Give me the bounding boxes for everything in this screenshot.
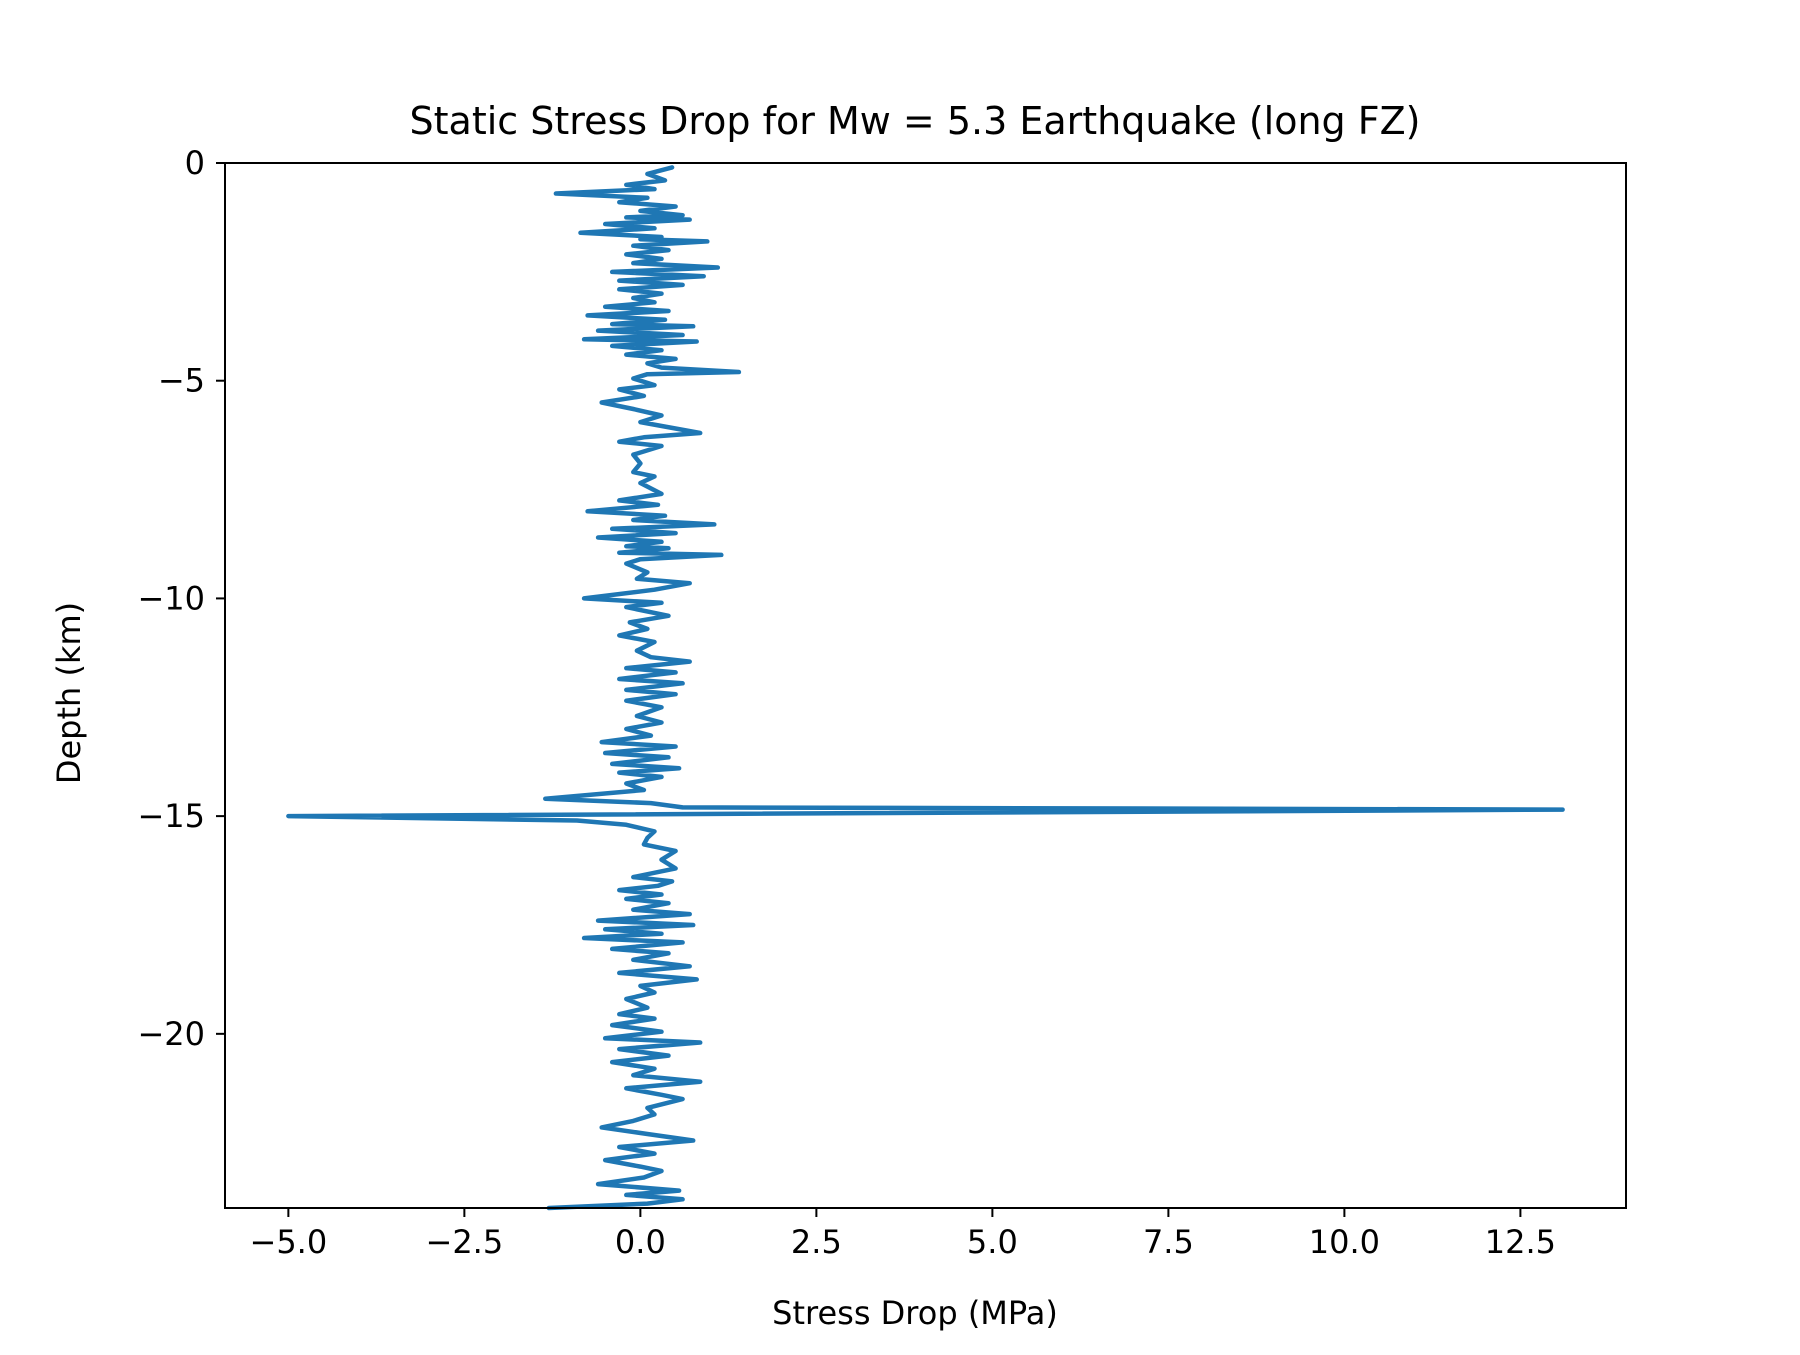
y-tick-label: −5 bbox=[158, 362, 205, 400]
x-tick-label: 7.5 bbox=[1143, 1223, 1194, 1261]
x-tick-label: 0.0 bbox=[615, 1223, 666, 1261]
y-axis-label: Depth (km) bbox=[50, 602, 88, 784]
y-ticks: 0 −5 −10 −15 −20 bbox=[137, 144, 225, 1053]
y-tick-label: −15 bbox=[137, 797, 205, 835]
y-tick-label: −10 bbox=[137, 579, 205, 617]
chart-title: Static Stress Drop for Mw = 5.3 Earthqua… bbox=[410, 99, 1421, 143]
x-tick-label: 12.5 bbox=[1485, 1223, 1556, 1261]
x-tick-label: 2.5 bbox=[791, 1223, 842, 1261]
x-ticks: −5.0 −2.5 0.0 2.5 5.0 7.5 10.0 12.5 bbox=[250, 1208, 1556, 1261]
series-line bbox=[286, 165, 1565, 1211]
plot-frame bbox=[224, 162, 1627, 1209]
y-tick-label: 0 bbox=[185, 144, 205, 182]
x-tick-label: −5.0 bbox=[250, 1223, 328, 1261]
x-axis-label: Stress Drop (MPa) bbox=[772, 1294, 1058, 1332]
x-tick-label: −2.5 bbox=[426, 1223, 504, 1261]
y-tick-label: −20 bbox=[137, 1015, 205, 1053]
x-tick-label: 10.0 bbox=[1309, 1223, 1380, 1261]
x-tick-label: 5.0 bbox=[967, 1223, 1018, 1261]
